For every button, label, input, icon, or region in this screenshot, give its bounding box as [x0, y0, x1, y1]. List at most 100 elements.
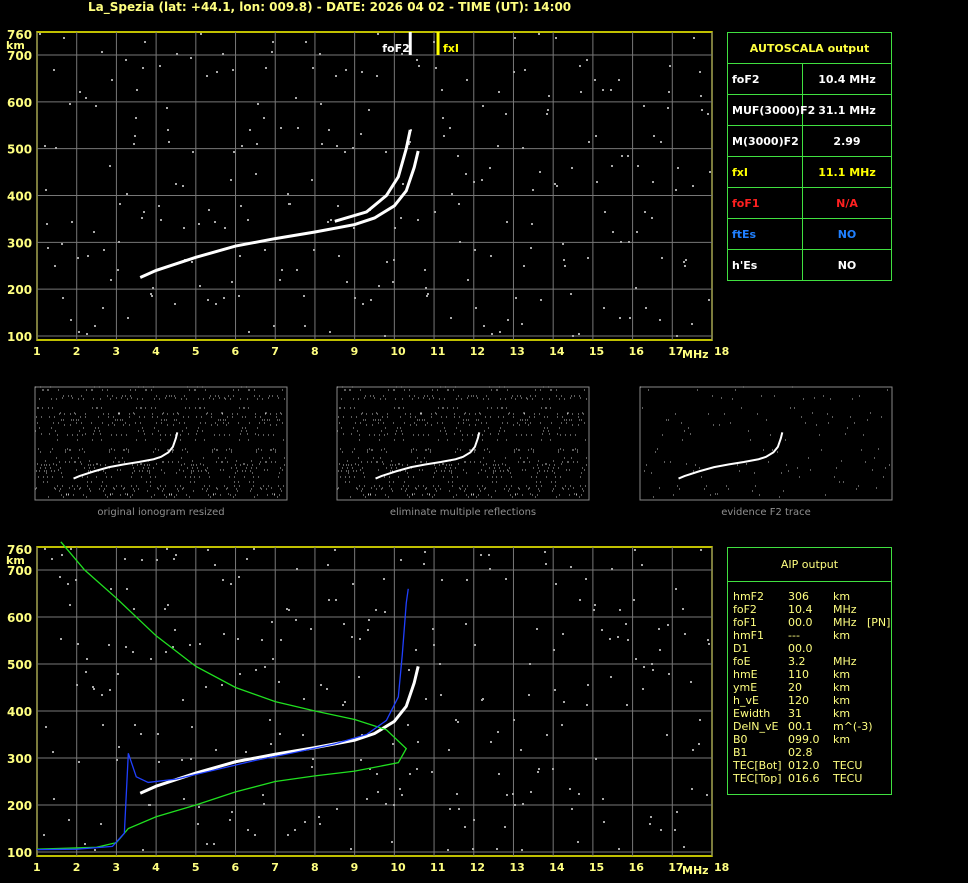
autoscala-key: foF1 [728, 188, 803, 218]
x-tick-label: 4 [152, 861, 160, 874]
autoscala-key: ftEs [728, 219, 803, 249]
aip-header: AIP output [728, 548, 891, 582]
aip-table: AIP output hmF2 306 km foF2 10.4 MHz foF1 00.0 M… [727, 547, 892, 795]
y-tick-label: 600 [7, 96, 32, 110]
aip-row: foE 3.2 MHz [728, 655, 891, 668]
x-axis-label: MHz [682, 348, 709, 361]
y-tick-label: 760 [7, 28, 32, 42]
aip-cell: 00.0 [788, 642, 813, 655]
aip-cell: TEC[Top] [733, 772, 782, 785]
caption-original: original ionogram resized [97, 507, 225, 518]
aip-cell: ymE [733, 681, 758, 694]
autoscala-value: NO [837, 258, 857, 272]
aip-cell: 012.0 [788, 759, 820, 772]
autoscala-row: MUF(3000)F2 31.1 MHz [728, 94, 891, 125]
y-tick-label: 700 [7, 564, 32, 578]
thumbnail-trace [375, 432, 481, 480]
aip-row: hmE 110 km [728, 668, 891, 681]
thumbnail-0 [34, 386, 288, 501]
x-tick-label: 1 [33, 345, 41, 358]
x-tick-label: 15 [589, 345, 604, 358]
aip-cell: --- [788, 629, 800, 642]
aip-cell: 110 [788, 668, 809, 681]
aip-cell: 10.4 [788, 603, 813, 616]
x-tick-label: 16 [629, 345, 645, 358]
aip-cell: 02.8 [788, 746, 813, 759]
aip-cell: 016.6 [788, 772, 820, 785]
aip-row: B0 099.0 km [728, 733, 891, 746]
x-tick-label: 1 [33, 861, 41, 874]
thumbnail-1 [336, 386, 590, 501]
x-axis-label: MHz [682, 864, 709, 877]
x-tick-label: 17 [668, 345, 683, 358]
aip-cell: 3.2 [788, 655, 806, 668]
y-tick-label: 200 [7, 283, 32, 297]
y-tick-label: 200 [7, 799, 32, 813]
x-tick-label: 18 [714, 861, 729, 874]
x-tick-label: 17 [668, 861, 683, 874]
aip-cell: 099.0 [788, 733, 820, 746]
aip-cell: foF2 [733, 603, 757, 616]
x-tick-label: 3 [112, 861, 120, 874]
aip-row: TEC[Top] 016.6 TECU [728, 772, 891, 785]
aip-cell: B0 [733, 733, 748, 746]
aip-row: h_vE 120 km [728, 694, 891, 707]
aip-row: hmF2 306 km [728, 590, 891, 603]
x-tick-label: 13 [509, 861, 524, 874]
aip-cell: 20 [788, 681, 802, 694]
x-tick-label: 11 [430, 345, 445, 358]
x-tick-label: 8 [311, 861, 319, 874]
aip-cell: TECU [833, 772, 863, 785]
y-tick-label: 600 [7, 611, 32, 625]
thumbnail-trace [73, 432, 179, 480]
trace-line [36, 541, 408, 850]
x-tick-label: 13 [509, 345, 524, 358]
x-tick-label: 10 [390, 861, 406, 874]
aip-row: foF1 00.0 MHz [PN] [728, 616, 891, 629]
autoscala-row: foF2 10.4 MHz [728, 63, 891, 94]
aip-cell: km [833, 694, 851, 707]
autoscala-key: M(3000)F2 [728, 126, 803, 156]
autoscala-value: 2.99 [833, 134, 861, 148]
aip-cell: foF1 [733, 616, 757, 629]
aip-cell: hmE [733, 668, 758, 681]
y-tick-label: 400 [7, 705, 32, 719]
autoscala-row: fxI 11.1 MHz [728, 156, 891, 187]
x-tick-label: 5 [192, 345, 200, 358]
x-tick-label: 15 [589, 861, 604, 874]
autoscala-value: NO [837, 227, 857, 241]
x-tick-label: 18 [714, 345, 729, 358]
y-tick-label: 500 [7, 658, 32, 672]
aip-cell: hmF1 [733, 629, 765, 642]
trace-line [334, 129, 412, 223]
y-axis-label: km [6, 554, 25, 567]
autoscala-value: 31.1 MHz [818, 103, 876, 117]
y-tick-label: 100 [7, 330, 32, 344]
aip-cell: TEC[Bot] [733, 759, 782, 772]
x-tick-label: 16 [629, 861, 645, 874]
x-tick-label: 7 [271, 861, 279, 874]
x-tick-label: 2 [73, 861, 81, 874]
aip-cell: hmF2 [733, 590, 765, 603]
aip-cell: Ewidth [733, 707, 771, 720]
x-tick-label: 12 [470, 861, 485, 874]
aip-row: DelN_vE 00.1 m^(-3) [728, 720, 891, 733]
autoscala-header: AUTOSCALA output [749, 41, 870, 55]
aip-cell: km [833, 668, 851, 681]
caption-eliminate: eliminate multiple reflections [389, 507, 537, 518]
autoscala-key: MUF(3000)F2 [728, 95, 815, 125]
aip-cell: MHz [833, 616, 857, 629]
y-tick-label: 300 [7, 236, 32, 250]
autoscala-value: 10.4 MHz [818, 72, 876, 86]
aip-cell [833, 746, 867, 759]
x-tick-label: 2 [73, 345, 81, 358]
marker-label: foF2 [382, 42, 410, 55]
aip-row: TEC[Bot] 012.0 TECU [728, 759, 891, 772]
trace-line [36, 588, 409, 851]
aip-cell: h_vE [733, 694, 759, 707]
aip-cell: 306 [788, 590, 809, 603]
aip-cell: km [833, 681, 851, 694]
thumbnail-trace [678, 432, 784, 480]
autoscala-table: AUTOSCALA output foF2 10.4 MHz MUF(3000)F2… [727, 32, 892, 281]
noise-dots [39, 33, 711, 337]
